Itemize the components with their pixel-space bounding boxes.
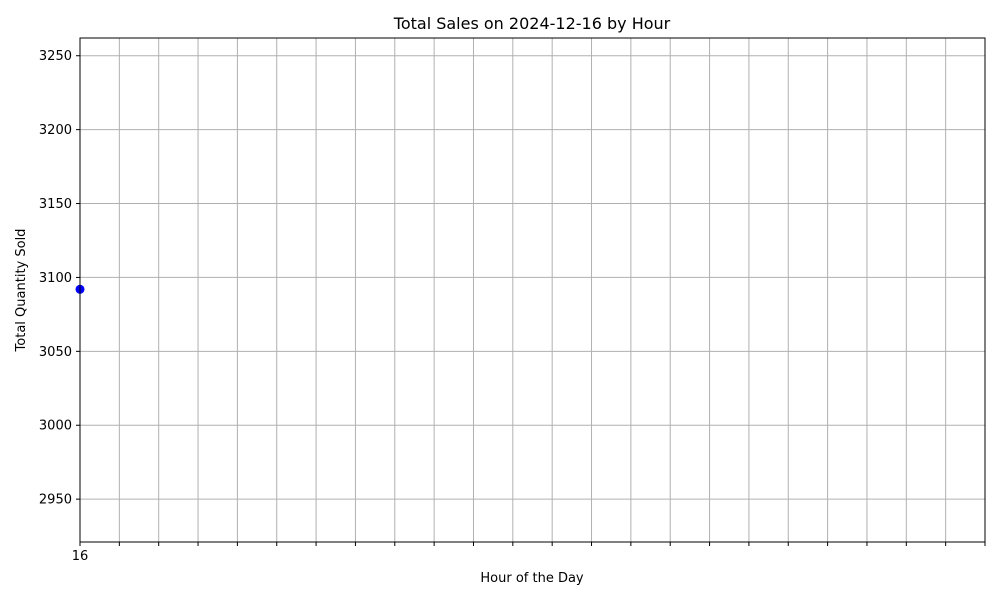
x-tick-label: 16 xyxy=(72,549,89,564)
y-tick-label: 3150 xyxy=(39,197,72,212)
y-tick-label: 2950 xyxy=(39,493,72,508)
y-tick-label: 3000 xyxy=(39,419,72,434)
grid xyxy=(79,38,986,542)
ticks: 16 2950 3000 3050 3100 3150 3200 3250 xyxy=(39,49,986,564)
y-tick-label: 3200 xyxy=(39,123,72,138)
y-tick-label: 3250 xyxy=(39,49,72,64)
y-tick-label: 3100 xyxy=(39,271,72,286)
x-axis-label: Hour of the Day xyxy=(480,571,584,586)
y-tick-label: 3050 xyxy=(39,345,72,360)
y-axis-label: Total Quantity Sold xyxy=(14,229,29,353)
chart-title: Total Sales on 2024-12-16 by Hour xyxy=(393,14,671,33)
plot-frame xyxy=(79,37,986,543)
